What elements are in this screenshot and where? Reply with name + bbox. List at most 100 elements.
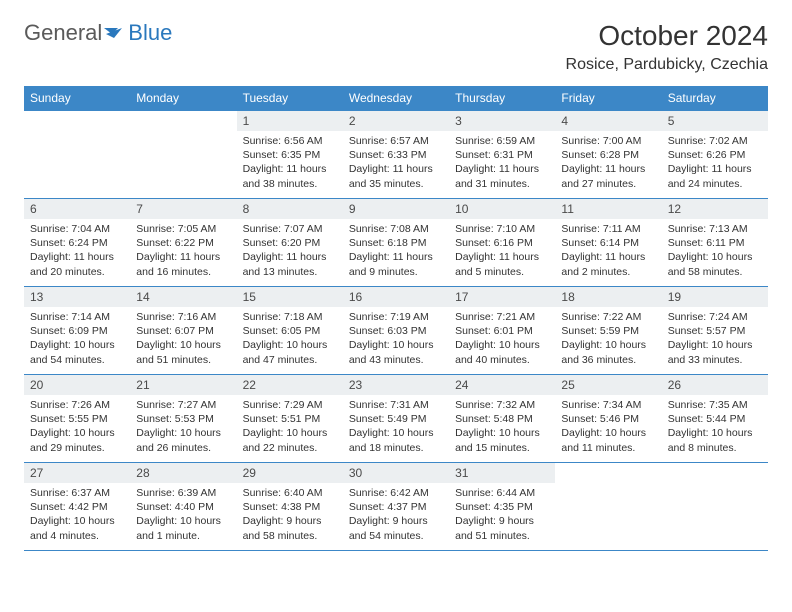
calendar-cell: 25Sunrise: 7:34 AMSunset: 5:46 PMDayligh…	[555, 375, 661, 463]
day-number: 9	[343, 199, 449, 219]
day-content: Sunrise: 7:21 AMSunset: 6:01 PMDaylight:…	[449, 307, 555, 373]
calendar-cell: 11Sunrise: 7:11 AMSunset: 6:14 PMDayligh…	[555, 199, 661, 287]
calendar-cell: 2Sunrise: 6:57 AMSunset: 6:33 PMDaylight…	[343, 111, 449, 199]
calendar-row: 6Sunrise: 7:04 AMSunset: 6:24 PMDaylight…	[24, 199, 768, 287]
day-number: 16	[343, 287, 449, 307]
calendar-cell: 16Sunrise: 7:19 AMSunset: 6:03 PMDayligh…	[343, 287, 449, 375]
day-content: Sunrise: 7:34 AMSunset: 5:46 PMDaylight:…	[555, 395, 661, 461]
day-number: 27	[24, 463, 130, 483]
weekday-header: Saturday	[662, 86, 768, 111]
calendar-cell	[662, 463, 768, 551]
calendar-cell: 19Sunrise: 7:24 AMSunset: 5:57 PMDayligh…	[662, 287, 768, 375]
day-number: 20	[24, 375, 130, 395]
day-number: 3	[449, 111, 555, 131]
day-content: Sunrise: 7:16 AMSunset: 6:07 PMDaylight:…	[130, 307, 236, 373]
weekday-header: Sunday	[24, 86, 130, 111]
calendar-cell: 31Sunrise: 6:44 AMSunset: 4:35 PMDayligh…	[449, 463, 555, 551]
day-number: 6	[24, 199, 130, 219]
weekday-header-row: Sunday Monday Tuesday Wednesday Thursday…	[24, 86, 768, 111]
calendar-cell: 6Sunrise: 7:04 AMSunset: 6:24 PMDaylight…	[24, 199, 130, 287]
day-content: Sunrise: 6:57 AMSunset: 6:33 PMDaylight:…	[343, 131, 449, 197]
calendar-cell: 20Sunrise: 7:26 AMSunset: 5:55 PMDayligh…	[24, 375, 130, 463]
day-content: Sunrise: 7:18 AMSunset: 6:05 PMDaylight:…	[237, 307, 343, 373]
calendar-cell: 24Sunrise: 7:32 AMSunset: 5:48 PMDayligh…	[449, 375, 555, 463]
day-number: 25	[555, 375, 661, 395]
calendar-cell	[24, 111, 130, 199]
day-number: 1	[237, 111, 343, 131]
day-content: Sunrise: 6:40 AMSunset: 4:38 PMDaylight:…	[237, 483, 343, 549]
calendar-row: 13Sunrise: 7:14 AMSunset: 6:09 PMDayligh…	[24, 287, 768, 375]
day-number: 4	[555, 111, 661, 131]
day-content: Sunrise: 7:32 AMSunset: 5:48 PMDaylight:…	[449, 395, 555, 461]
day-number: 29	[237, 463, 343, 483]
day-content: Sunrise: 7:26 AMSunset: 5:55 PMDaylight:…	[24, 395, 130, 461]
weekday-header: Monday	[130, 86, 236, 111]
calendar-cell: 28Sunrise: 6:39 AMSunset: 4:40 PMDayligh…	[130, 463, 236, 551]
day-content: Sunrise: 7:27 AMSunset: 5:53 PMDaylight:…	[130, 395, 236, 461]
location: Rosice, Pardubicky, Czechia	[566, 56, 768, 74]
calendar-cell: 8Sunrise: 7:07 AMSunset: 6:20 PMDaylight…	[237, 199, 343, 287]
day-number: 28	[130, 463, 236, 483]
day-number: 12	[662, 199, 768, 219]
month-title: October 2024	[566, 20, 768, 52]
day-number: 2	[343, 111, 449, 131]
day-number: 14	[130, 287, 236, 307]
calendar-cell: 7Sunrise: 7:05 AMSunset: 6:22 PMDaylight…	[130, 199, 236, 287]
day-number: 19	[662, 287, 768, 307]
calendar-cell: 29Sunrise: 6:40 AMSunset: 4:38 PMDayligh…	[237, 463, 343, 551]
logo-text-general: General	[24, 20, 102, 46]
day-number: 30	[343, 463, 449, 483]
day-content: Sunrise: 7:19 AMSunset: 6:03 PMDaylight:…	[343, 307, 449, 373]
calendar-cell: 5Sunrise: 7:02 AMSunset: 6:26 PMDaylight…	[662, 111, 768, 199]
day-content: Sunrise: 7:04 AMSunset: 6:24 PMDaylight:…	[24, 219, 130, 285]
day-number: 8	[237, 199, 343, 219]
day-content: Sunrise: 7:11 AMSunset: 6:14 PMDaylight:…	[555, 219, 661, 285]
day-content: Sunrise: 7:05 AMSunset: 6:22 PMDaylight:…	[130, 219, 236, 285]
calendar-cell: 23Sunrise: 7:31 AMSunset: 5:49 PMDayligh…	[343, 375, 449, 463]
day-number: 15	[237, 287, 343, 307]
logo-text-blue: Blue	[128, 20, 172, 46]
calendar-cell	[130, 111, 236, 199]
calendar-cell: 12Sunrise: 7:13 AMSunset: 6:11 PMDayligh…	[662, 199, 768, 287]
header: General Blue October 2024 Rosice, Pardub…	[24, 20, 768, 74]
day-content: Sunrise: 6:42 AMSunset: 4:37 PMDaylight:…	[343, 483, 449, 549]
calendar-cell: 3Sunrise: 6:59 AMSunset: 6:31 PMDaylight…	[449, 111, 555, 199]
calendar-cell: 27Sunrise: 6:37 AMSunset: 4:42 PMDayligh…	[24, 463, 130, 551]
calendar-row: 1Sunrise: 6:56 AMSunset: 6:35 PMDaylight…	[24, 111, 768, 199]
calendar-cell: 26Sunrise: 7:35 AMSunset: 5:44 PMDayligh…	[662, 375, 768, 463]
calendar-cell: 30Sunrise: 6:42 AMSunset: 4:37 PMDayligh…	[343, 463, 449, 551]
calendar-cell: 1Sunrise: 6:56 AMSunset: 6:35 PMDaylight…	[237, 111, 343, 199]
day-number: 26	[662, 375, 768, 395]
day-content: Sunrise: 7:00 AMSunset: 6:28 PMDaylight:…	[555, 131, 661, 197]
calendar-cell: 10Sunrise: 7:10 AMSunset: 6:16 PMDayligh…	[449, 199, 555, 287]
weekday-header: Friday	[555, 86, 661, 111]
day-number: 21	[130, 375, 236, 395]
day-number: 31	[449, 463, 555, 483]
calendar-cell: 9Sunrise: 7:08 AMSunset: 6:18 PMDaylight…	[343, 199, 449, 287]
day-number: 7	[130, 199, 236, 219]
day-number: 17	[449, 287, 555, 307]
calendar-cell: 18Sunrise: 7:22 AMSunset: 5:59 PMDayligh…	[555, 287, 661, 375]
day-content: Sunrise: 7:22 AMSunset: 5:59 PMDaylight:…	[555, 307, 661, 373]
calendar-cell: 14Sunrise: 7:16 AMSunset: 6:07 PMDayligh…	[130, 287, 236, 375]
calendar-cell: 13Sunrise: 7:14 AMSunset: 6:09 PMDayligh…	[24, 287, 130, 375]
day-number: 13	[24, 287, 130, 307]
calendar-cell: 15Sunrise: 7:18 AMSunset: 6:05 PMDayligh…	[237, 287, 343, 375]
calendar-table: Sunday Monday Tuesday Wednesday Thursday…	[24, 86, 768, 551]
day-number: 24	[449, 375, 555, 395]
calendar-cell	[555, 463, 661, 551]
weekday-header: Tuesday	[237, 86, 343, 111]
logo-flag-icon	[104, 24, 126, 42]
day-content: Sunrise: 7:08 AMSunset: 6:18 PMDaylight:…	[343, 219, 449, 285]
day-content: Sunrise: 6:56 AMSunset: 6:35 PMDaylight:…	[237, 131, 343, 197]
day-number: 18	[555, 287, 661, 307]
day-content: Sunrise: 7:10 AMSunset: 6:16 PMDaylight:…	[449, 219, 555, 285]
day-number: 22	[237, 375, 343, 395]
day-number: 11	[555, 199, 661, 219]
day-content: Sunrise: 7:35 AMSunset: 5:44 PMDaylight:…	[662, 395, 768, 461]
day-content: Sunrise: 7:24 AMSunset: 5:57 PMDaylight:…	[662, 307, 768, 373]
day-content: Sunrise: 6:59 AMSunset: 6:31 PMDaylight:…	[449, 131, 555, 197]
day-content: Sunrise: 6:44 AMSunset: 4:35 PMDaylight:…	[449, 483, 555, 549]
day-content: Sunrise: 7:07 AMSunset: 6:20 PMDaylight:…	[237, 219, 343, 285]
day-number: 5	[662, 111, 768, 131]
